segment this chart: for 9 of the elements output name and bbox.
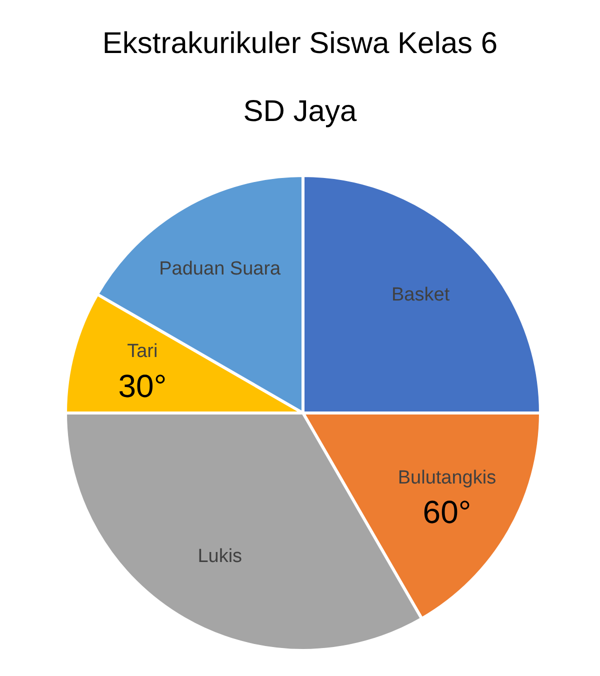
- slice-label: Tari: [127, 341, 158, 362]
- slice-label: Lukis: [198, 546, 242, 568]
- data-label: 60°: [422, 494, 472, 530]
- chart-title: Ekstrakurikuler Siswa Kelas 6: [101, 26, 499, 62]
- chart-subtitle: SD Jaya: [242, 94, 358, 130]
- data-label: 30°: [118, 368, 167, 404]
- slice-label: Bulutangkis: [398, 467, 496, 488]
- slice-label: Basket: [392, 284, 450, 306]
- slice-label: Paduan Suara: [159, 258, 282, 280]
